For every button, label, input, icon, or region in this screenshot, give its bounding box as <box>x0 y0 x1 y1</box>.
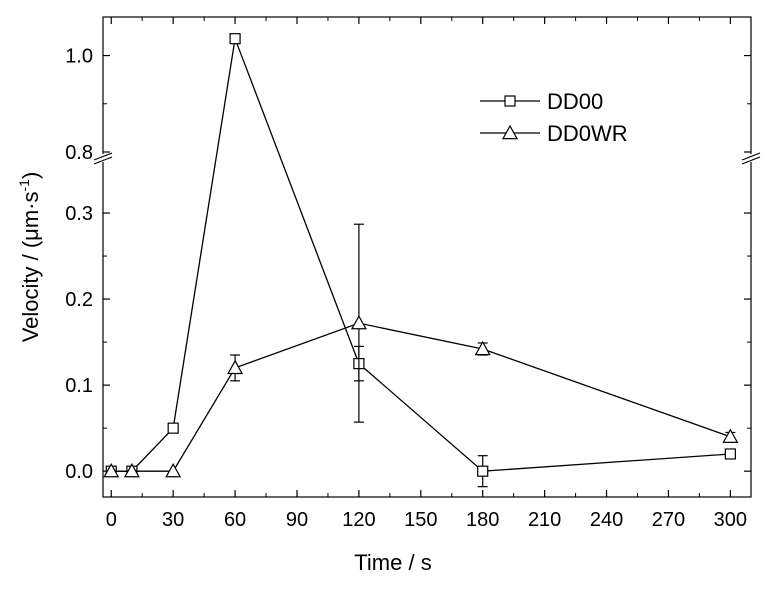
square-marker <box>477 465 489 477</box>
y-tick-label: 0.2 <box>65 289 93 311</box>
y-axis-ticks: 0.0 0.1 0.2 0.3 0.8 1.0 <box>65 46 751 483</box>
axis-break-gap <box>94 154 112 162</box>
plot-frame <box>102 16 752 498</box>
triangle-marker <box>103 462 120 478</box>
x-tick-label: 180 <box>466 509 499 531</box>
square-marker <box>504 95 516 107</box>
axis-break-gap <box>742 154 760 162</box>
x-tick-label: 300 <box>714 509 747 531</box>
x-tick-label: 150 <box>404 509 437 531</box>
triangle-marker <box>474 340 491 356</box>
x-tick-label: 0 <box>106 509 117 531</box>
axis-break-slash <box>741 156 761 165</box>
triangle-marker <box>123 462 140 478</box>
triangle-marker <box>227 359 244 375</box>
series-dd00 <box>105 33 736 488</box>
x-tick-label: 270 <box>652 509 685 531</box>
x-tick-label: 30 <box>162 509 184 531</box>
triangle-marker <box>501 124 519 140</box>
y-axis-title-superscript: -1 <box>16 179 32 192</box>
y-axis-title-close: ) <box>18 172 43 179</box>
triangle-marker <box>350 314 367 330</box>
x-tick-label: 90 <box>286 509 308 531</box>
legend-label: DD00 <box>547 89 603 114</box>
y-tick-label: 0.3 <box>65 203 93 225</box>
x-tick-label: 120 <box>342 509 375 531</box>
series-layer <box>103 33 739 488</box>
x-axis-ticks: 0 30 60 90 120 150 180 210 240 270 300 <box>106 17 747 531</box>
x-tick-label: 210 <box>528 509 561 531</box>
legend: DD00 DD0WR <box>480 89 628 146</box>
axis-break-slash <box>741 152 761 161</box>
y-tick-label: 0.8 <box>65 142 93 164</box>
y-tick-label: 0.0 <box>65 461 93 483</box>
axis-break-slash <box>93 152 113 161</box>
axis-break-slash <box>93 156 113 165</box>
y-tick-label: 1.0 <box>65 46 93 68</box>
series-line <box>111 322 731 472</box>
series-line <box>111 36 731 472</box>
square-marker <box>167 422 179 434</box>
x-tick-label: 240 <box>590 509 623 531</box>
y-axis-title: Velocity / (μm·s-1) <box>16 172 43 343</box>
y-tick-label: 0.1 <box>65 375 93 397</box>
triangle-marker <box>722 428 739 443</box>
triangle-marker <box>165 462 182 478</box>
y-axis-break <box>93 152 761 165</box>
x-axis-title: Time / s <box>354 550 431 575</box>
square-marker <box>724 448 736 460</box>
legend-label: DD0WR <box>547 121 628 146</box>
square-marker <box>229 33 241 45</box>
series-dd0wr <box>103 223 739 478</box>
x-tick-label: 60 <box>224 509 246 531</box>
y-axis-title-main: Velocity / (μm·s <box>18 191 43 342</box>
